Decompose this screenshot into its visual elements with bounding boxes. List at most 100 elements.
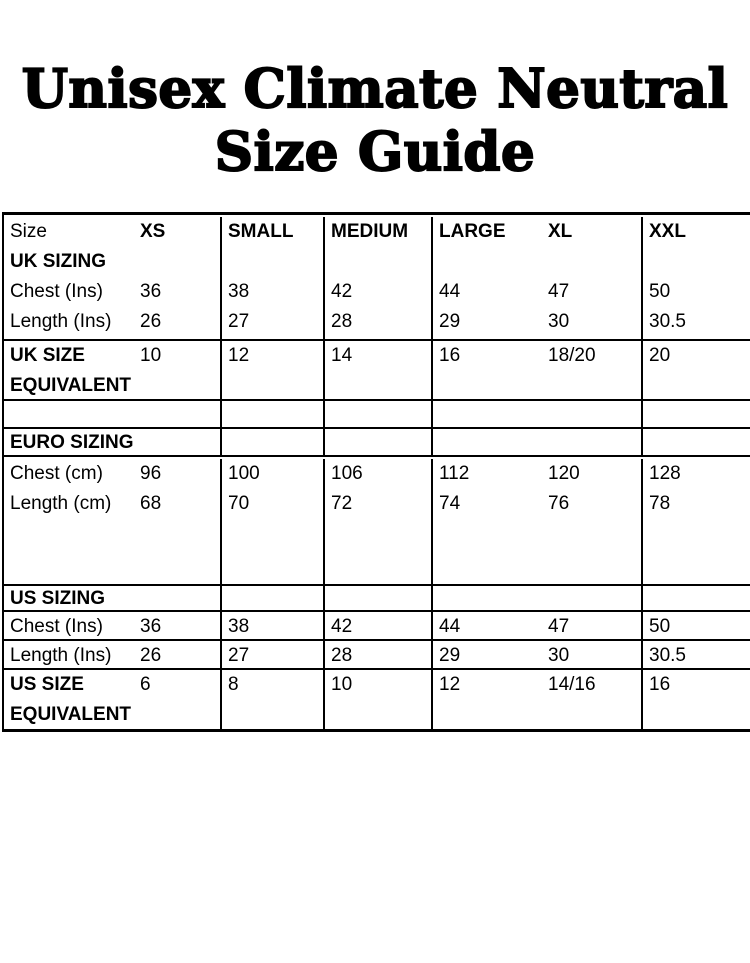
uk-chest-label: Chest (Ins) — [10, 281, 103, 302]
cell-us-equivalent-label: US SIZE 6 EQUIVALENT — [4, 670, 222, 729]
cell: 106 72 — [325, 459, 433, 584]
cell: 16 — [643, 670, 750, 729]
uk-equivalent-xxl: 20 — [649, 345, 671, 366]
us-equivalent-xxl: 16 — [649, 674, 671, 695]
us-equivalent-medium: 10 — [331, 674, 353, 695]
us-equivalent-xs: 6 — [140, 674, 151, 695]
header-xs-label: XS — [140, 221, 166, 242]
cell — [222, 586, 325, 610]
euro-length-large: 74 — [439, 493, 461, 514]
empty-line — [222, 247, 323, 277]
uk-chest-line: Chest (Ins) 36 — [4, 277, 220, 307]
us-equivalent-xl: 14/16 — [548, 674, 596, 695]
us-length-large: 29 — [439, 645, 461, 666]
cell: 100 70 — [222, 459, 325, 584]
uk-chest-medium: 42 — [331, 281, 353, 302]
cell — [433, 429, 643, 455]
uk-equivalent-label-1: UK SIZE — [10, 345, 85, 366]
us-equivalent-line: 12 14/16 — [433, 670, 641, 700]
cell: EURO SIZING — [4, 429, 222, 455]
euro-length-line: Length (cm) 68 — [4, 489, 220, 519]
us-equivalent-large: 12 — [439, 674, 461, 695]
uk-length-line: 29 30 — [433, 307, 641, 337]
euro-sizing-label: EURO SIZING — [10, 432, 134, 453]
uk-equivalent-line: 16 18/20 — [433, 341, 641, 371]
euro-chest-xs: 96 — [140, 463, 162, 484]
cell — [433, 401, 643, 427]
us-chest-medium: 42 — [331, 616, 353, 637]
cell: 14 — [325, 341, 433, 399]
header-row-line: Size XS — [4, 217, 220, 247]
uk-chest-xxl: 50 — [649, 281, 671, 302]
us-length-row: Length (Ins) 26 27 28 29 30 30.5 — [4, 639, 750, 668]
us-equivalent-line: US SIZE 6 — [4, 670, 220, 700]
cell: Length (Ins) 26 — [4, 641, 222, 668]
uk-length-label: Length (Ins) — [10, 311, 112, 332]
uk-equivalent-large: 16 — [439, 345, 461, 366]
us-chest-xl: 47 — [548, 616, 570, 637]
title-line-1: Unisex Climate Neutral — [21, 57, 729, 121]
euro-chest-xl: 120 — [548, 463, 580, 484]
cell — [643, 586, 750, 610]
euro-chest-large: 112 — [439, 463, 470, 484]
cell: 29 30 — [433, 641, 643, 668]
cell: 112 120 74 76 — [433, 459, 643, 584]
header-size-label: Size — [10, 221, 47, 242]
us-length-xxl: 30.5 — [649, 645, 686, 666]
cell — [433, 586, 643, 610]
cell-size-xs: Size XS UK SIZING Chest (Ins) 36 Length (I… — [4, 217, 222, 339]
size-guide-table: Size XS UK SIZING Chest (Ins) 36 Length (I… — [2, 212, 750, 732]
us-chest-label: Chest (Ins) — [10, 616, 103, 637]
cell-medium-column: MEDIUM 42 28 — [325, 217, 433, 339]
cell: 20 — [643, 341, 750, 399]
uk-length-xl: 30 — [548, 311, 570, 332]
us-chest-line: 44 47 — [433, 612, 641, 639]
cell — [325, 401, 433, 427]
cell: US SIZING — [4, 586, 222, 610]
us-sizing-label: US SIZING — [10, 588, 106, 609]
uk-equivalent-xl: 18/20 — [548, 345, 596, 366]
title-line-2: Size Guide — [214, 120, 536, 184]
uk-sizing-section: Size XS UK SIZING Chest (Ins) 36 Length (I… — [4, 215, 750, 339]
cell: 38 — [222, 612, 325, 639]
uk-length-xxl: 30.5 — [649, 311, 686, 332]
cell — [643, 401, 750, 427]
cell-small-column: SMALL 38 27 — [222, 217, 325, 339]
header-xl-label: XL — [548, 221, 573, 242]
uk-length-large: 29 — [439, 311, 461, 332]
cell: 27 — [222, 641, 325, 668]
uk-chest-small: 38 — [228, 281, 250, 302]
header-medium-label: MEDIUM — [331, 221, 409, 242]
us-length-xl: 30 — [548, 645, 570, 666]
uk-length-medium: 28 — [331, 311, 353, 332]
uk-equivalent-medium: 14 — [331, 345, 353, 366]
cell: 8 — [222, 670, 325, 729]
header-row-line: LARGE XL — [433, 217, 641, 247]
euro-sizing-heading-row: EURO SIZING — [4, 427, 750, 455]
euro-chest-line: Chest (cm) 96 — [4, 459, 220, 489]
uk-chest-large: 44 — [439, 281, 461, 302]
cell: Chest (Ins) 36 — [4, 612, 222, 639]
us-chest-large: 44 — [439, 616, 461, 637]
euro-length-medium: 72 — [331, 493, 353, 514]
us-length-xs: 26 — [140, 645, 162, 666]
euro-length-line: 74 76 — [433, 489, 641, 519]
cell: 44 47 — [433, 612, 643, 639]
uk-sizing-label: UK SIZING — [10, 251, 107, 272]
us-equivalent-small: 8 — [228, 674, 239, 695]
euro-length-small: 70 — [228, 493, 250, 514]
euro-chest-label: Chest (cm) — [10, 463, 103, 484]
cell-xxl-column: XXL 50 30.5 — [643, 217, 750, 339]
cell — [325, 586, 433, 610]
euro-chest-line: 112 120 — [433, 459, 641, 489]
cell: 12 — [222, 341, 325, 399]
us-length-medium: 28 — [331, 645, 353, 666]
us-size-equivalent-row: US SIZE 6 EQUIVALENT 8 10 12 14/16 16 — [4, 668, 750, 729]
us-length-small: 27 — [228, 645, 250, 666]
cell: 42 — [325, 612, 433, 639]
uk-equivalent-label-2: EQUIVALENT — [10, 375, 132, 396]
cell: 12 14/16 — [433, 670, 643, 729]
uk-length-line: Length (Ins) 26 — [4, 307, 220, 337]
cell — [4, 401, 222, 427]
cell: Chest (cm) 96 Length (cm) 68 — [4, 459, 222, 584]
